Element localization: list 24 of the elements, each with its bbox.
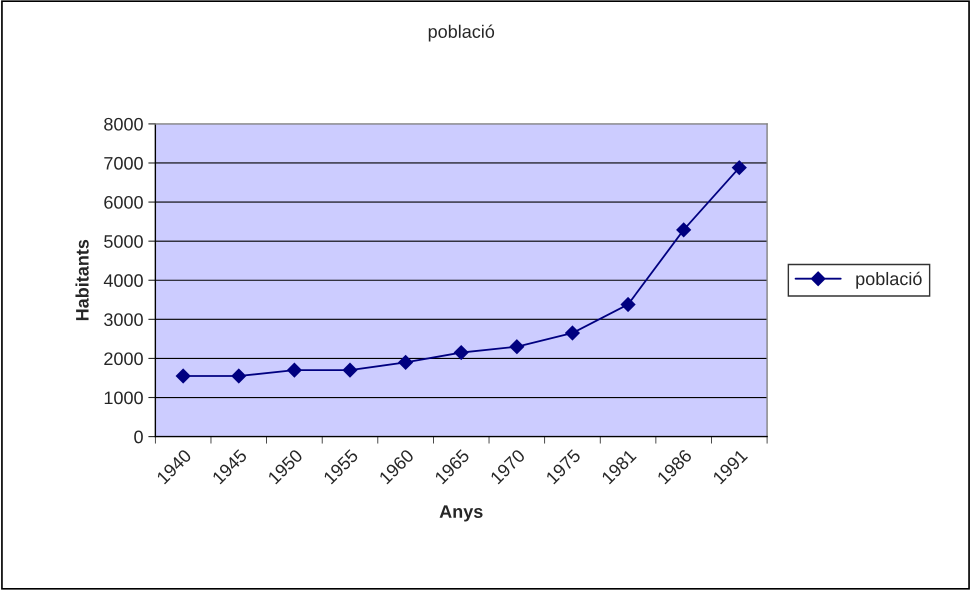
y-tick-label: 6000 — [104, 196, 143, 209]
point — [676, 222, 692, 238]
y-tick-label: 4000 — [104, 274, 143, 287]
point — [454, 345, 469, 360]
y-tick-label: 1000 — [104, 391, 143, 404]
y-tick-label: 5000 — [104, 235, 143, 248]
point — [176, 368, 191, 384]
y-axis-title: Habitants — [75, 240, 89, 320]
legend-label: població — [856, 272, 922, 289]
point — [565, 326, 580, 340]
y-tick-label: 0 — [134, 430, 143, 444]
point — [509, 339, 524, 354]
point — [231, 368, 246, 384]
y-tick-label: 7000 — [104, 156, 143, 170]
x-axis-title: Anys — [440, 505, 483, 522]
point — [620, 297, 636, 312]
y-tick-label: 2000 — [104, 352, 143, 366]
y-tick-label: 3000 — [104, 313, 143, 326]
chart-title: població — [428, 24, 494, 42]
y-tick-label: 8000 — [104, 118, 143, 131]
point — [342, 362, 358, 378]
point — [398, 354, 414, 370]
point — [732, 160, 747, 176]
point — [286, 362, 302, 378]
